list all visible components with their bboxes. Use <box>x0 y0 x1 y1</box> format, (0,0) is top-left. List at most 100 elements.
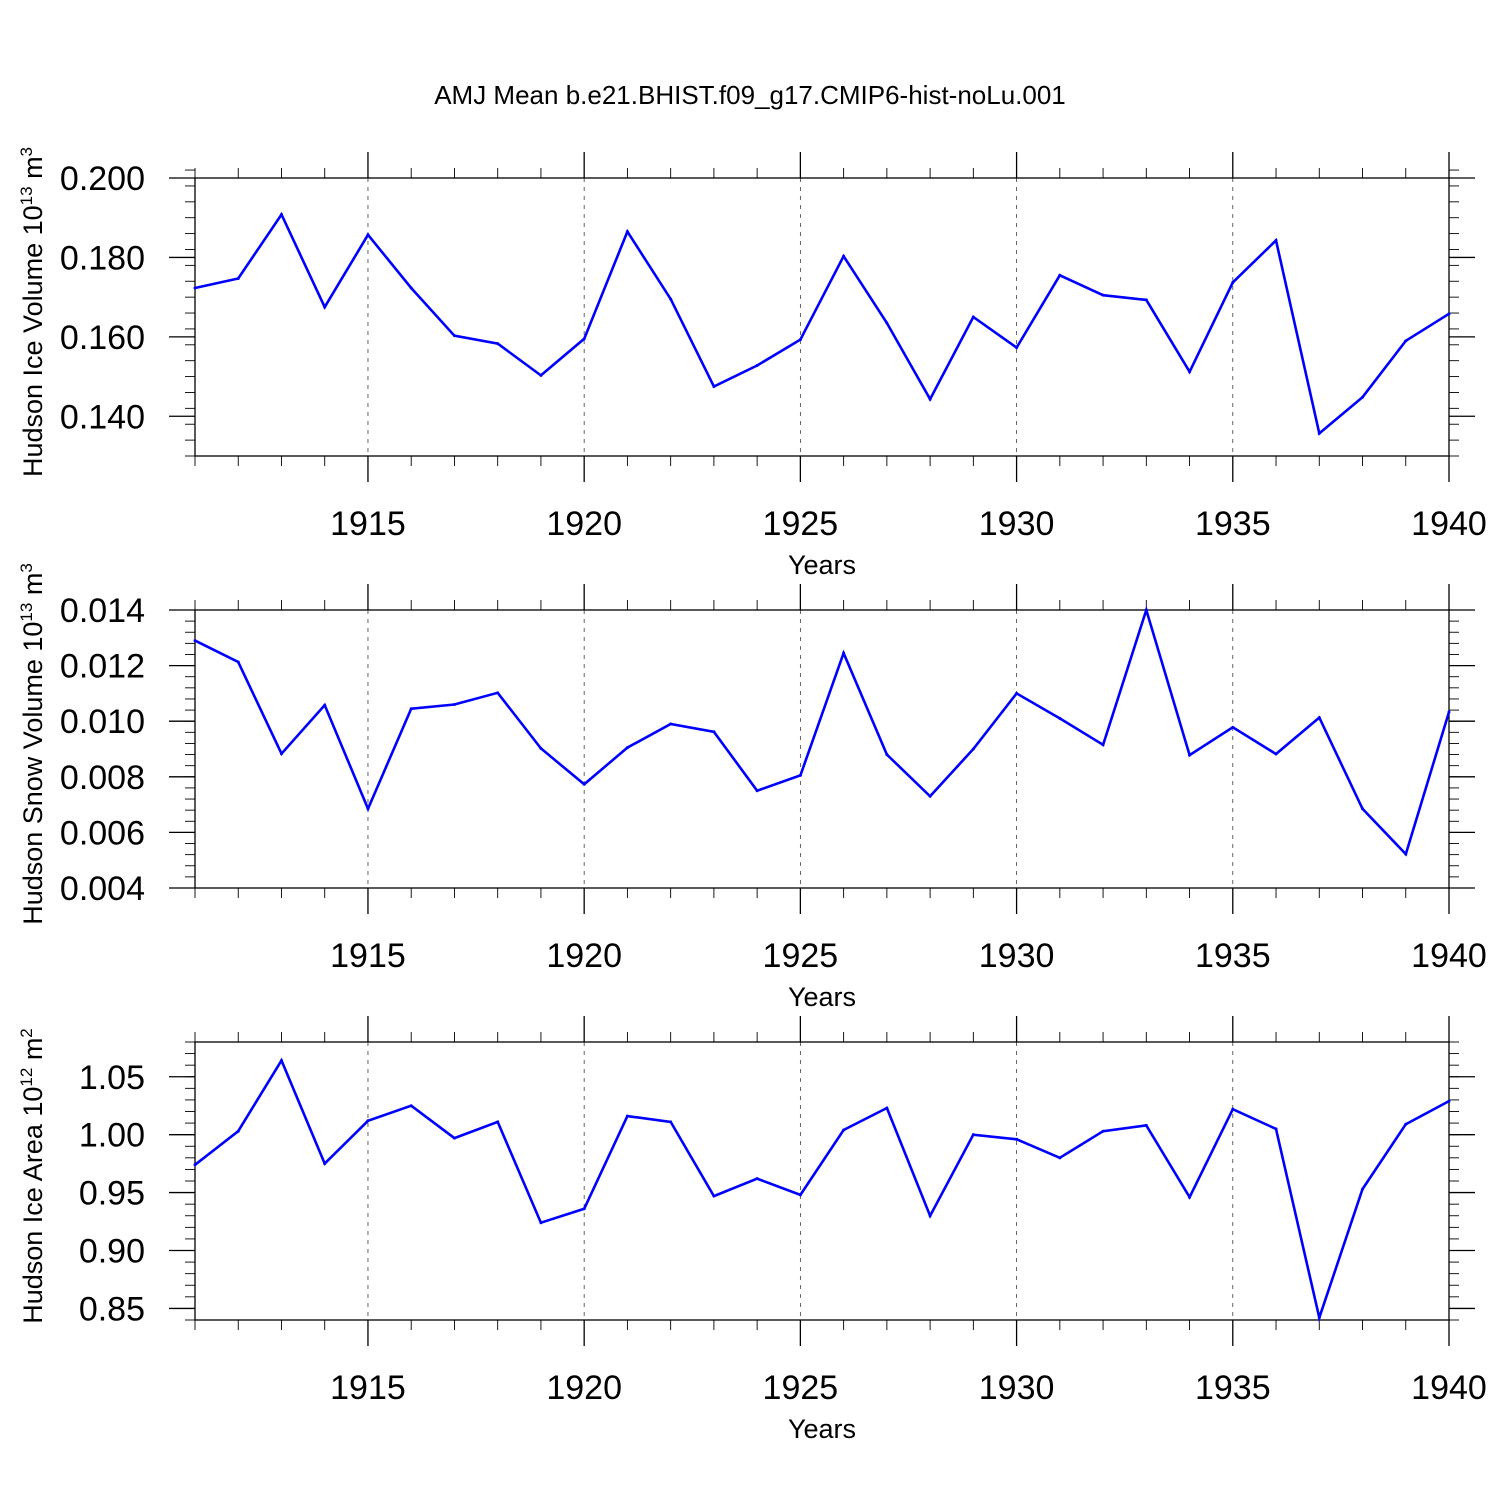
data-point <box>366 1119 370 1123</box>
data-point <box>1058 1156 1062 1160</box>
data-point <box>1361 395 1365 399</box>
x-tick-label: 1930 <box>979 505 1055 543</box>
plot-panel-2: 0.004 0.006 0.008 0.010 0.012 0.014 1915 1920 19… <box>17 563 1487 1012</box>
data-point <box>971 747 975 751</box>
y-tick-label: 0.014 <box>60 592 145 630</box>
data-point <box>971 1133 975 1137</box>
x-tick-label: 1920 <box>546 1369 622 1407</box>
data-point <box>625 746 629 750</box>
chart-title: AMJ Mean b.e21.BHIST.f09_g17.CMIP6-hist-… <box>434 80 1066 110</box>
y-tick-label: 0.90 <box>79 1233 145 1271</box>
data-point <box>1447 710 1451 714</box>
data-point <box>1274 1127 1278 1131</box>
data-point <box>452 703 456 707</box>
data-point <box>1015 346 1019 350</box>
data-point <box>1404 1122 1408 1126</box>
data-point <box>842 254 846 258</box>
data-point <box>1058 273 1062 277</box>
x-tick-label: 1915 <box>330 1369 406 1407</box>
data-point <box>582 782 586 786</box>
data-point <box>842 1128 846 1132</box>
data-point <box>1274 238 1278 242</box>
plot-panel-3: 0.85 0.90 0.95 1.00 1.05 1915 1920 1925 1930 1935… <box>17 1016 1487 1444</box>
data-point <box>496 342 500 346</box>
y-axis-title: Hudson Ice Volume 1013 m3 <box>17 147 48 477</box>
y-axis-title: Hudson Ice Area 1012 m2 <box>17 1028 48 1324</box>
data-point <box>1361 1187 1365 1191</box>
data-point <box>1231 1107 1235 1111</box>
y-tick-label: 0.95 <box>79 1175 145 1213</box>
data-point <box>236 1129 240 1133</box>
data-point <box>1317 431 1321 435</box>
data-point <box>1447 1099 1451 1103</box>
x-tick-label: 1915 <box>330 505 406 543</box>
y-tick-label: 1.00 <box>79 1117 145 1155</box>
data-point <box>885 321 889 325</box>
data-point <box>496 1120 500 1124</box>
data-point <box>1015 691 1019 695</box>
data-point <box>755 1177 759 1181</box>
data-series-line <box>194 605 1451 857</box>
x-tick-label: 1920 <box>546 505 622 543</box>
data-point <box>323 305 327 309</box>
data-point <box>1144 608 1148 612</box>
data-series-line <box>194 211 1450 436</box>
data-point <box>1317 1316 1321 1320</box>
data-point <box>279 752 283 756</box>
x-tick-label: 1925 <box>763 937 839 975</box>
data-point <box>1058 716 1062 720</box>
x-axis-title: Years <box>788 1414 856 1444</box>
x-tick-label: 1925 <box>763 1369 839 1407</box>
data-point <box>236 660 240 664</box>
x-tick-label: 1940 <box>1411 1369 1487 1407</box>
data-point <box>1361 807 1365 811</box>
data-point <box>625 230 629 234</box>
data-point <box>323 703 327 707</box>
data-point <box>669 297 673 301</box>
y-tick-label: 0.140 <box>60 398 145 436</box>
data-point <box>539 1221 543 1225</box>
data-point <box>1101 293 1105 297</box>
data-point <box>539 746 543 750</box>
x-axis-title: Years <box>788 550 856 580</box>
y-axis-title: Hudson Snow Volume 1013 m3 <box>17 563 48 925</box>
data-point <box>1274 752 1278 756</box>
plot-frame <box>194 609 1450 889</box>
data-point <box>885 753 889 757</box>
x-tick-label: 1925 <box>763 505 839 543</box>
data-point <box>755 789 759 793</box>
plot-frame <box>194 1041 1450 1321</box>
data-point <box>582 337 586 341</box>
y-tick-label: 0.008 <box>60 759 145 797</box>
y-tick-label: 0.004 <box>60 870 145 908</box>
data-point <box>1015 1137 1019 1141</box>
data-point <box>669 1120 673 1124</box>
data-point <box>712 1194 716 1198</box>
data-point <box>755 363 759 367</box>
x-tick-label: 1930 <box>979 937 1055 975</box>
data-point <box>409 1104 413 1108</box>
data-point <box>1404 852 1408 856</box>
data-point <box>1447 312 1451 316</box>
data-point <box>971 315 975 319</box>
data-point <box>885 1106 889 1110</box>
y-tick-label: 0.85 <box>79 1290 145 1328</box>
data-point <box>1101 1129 1105 1133</box>
data-point <box>366 233 370 237</box>
data-point <box>669 722 673 726</box>
data-point <box>1144 298 1148 302</box>
data-point <box>193 1163 197 1167</box>
y-tick-label: 1.05 <box>79 1059 145 1097</box>
plot-panel-1: 0.140 0.160 0.180 0.200 1915 1920 1925 1930 1935… <box>17 147 1487 580</box>
y-tick-label: 0.160 <box>60 319 145 357</box>
data-point <box>279 1059 283 1063</box>
data-point <box>928 794 932 798</box>
y-tick-label: 0.180 <box>60 239 145 277</box>
data-point <box>323 1162 327 1166</box>
data-point <box>1231 725 1235 729</box>
x-tick-label: 1920 <box>546 937 622 975</box>
y-tick-label: 0.200 <box>60 160 145 198</box>
data-point <box>279 213 283 217</box>
data-point <box>582 1207 586 1211</box>
